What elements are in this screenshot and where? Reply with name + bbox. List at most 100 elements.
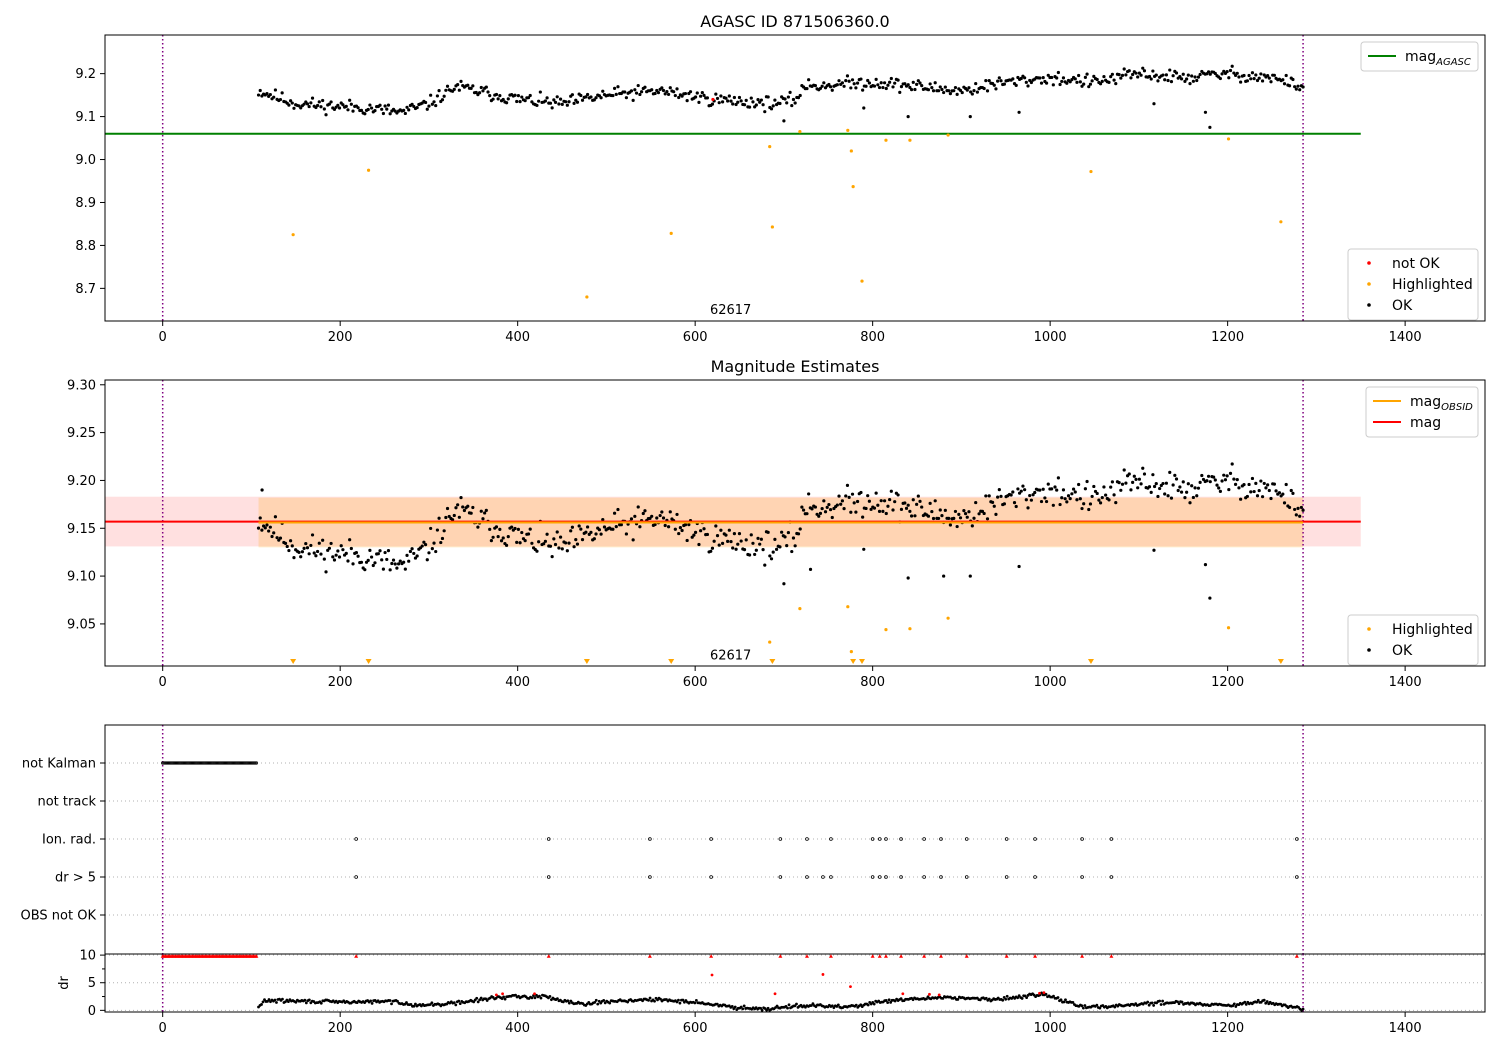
ok-point bbox=[518, 100, 522, 104]
ok-point bbox=[1016, 487, 1020, 491]
ok-point bbox=[1024, 498, 1028, 502]
ok-point bbox=[751, 100, 755, 104]
ok-point bbox=[882, 499, 887, 503]
dr-point bbox=[953, 996, 957, 999]
ok-point bbox=[1024, 80, 1028, 84]
ok-point bbox=[938, 85, 942, 89]
ok-point bbox=[1183, 495, 1187, 500]
ok-point bbox=[854, 86, 858, 90]
dr-point bbox=[287, 1000, 290, 1004]
legend-swatch-dot bbox=[1367, 282, 1371, 286]
ok-point bbox=[612, 86, 617, 90]
ok-point bbox=[744, 98, 748, 102]
ok-point bbox=[678, 525, 682, 530]
flag-point bbox=[191, 761, 196, 765]
highlighted-point bbox=[1226, 626, 1231, 630]
ok-point bbox=[260, 488, 264, 492]
panel-flags: not Kalman not track Ion. rad. dr > 5 OBS no… bbox=[21, 724, 1486, 955]
dr-points bbox=[257, 991, 1305, 1012]
ok-point bbox=[1114, 82, 1118, 86]
dr-gt-5-point bbox=[884, 875, 888, 879]
ok-point bbox=[1291, 77, 1295, 82]
flag-point bbox=[168, 761, 172, 765]
ok-point bbox=[408, 549, 413, 554]
ok-point bbox=[992, 504, 996, 508]
ok-point bbox=[1050, 75, 1054, 80]
ok-point bbox=[391, 558, 396, 562]
ok-point bbox=[992, 83, 996, 87]
ok-point bbox=[969, 90, 973, 94]
below-range-marker bbox=[1087, 659, 1094, 664]
ok-point bbox=[737, 531, 742, 536]
legend-bottom: not OK Highlighted OK bbox=[1347, 248, 1479, 321]
flag-point bbox=[216, 761, 220, 765]
ion-rad-point bbox=[964, 837, 969, 841]
flag-point bbox=[210, 761, 214, 765]
dr-point bbox=[1004, 997, 1008, 1001]
ok-point bbox=[405, 553, 409, 557]
ok-point bbox=[552, 537, 556, 541]
dr-point bbox=[887, 998, 891, 1002]
ok-point bbox=[501, 97, 505, 102]
dr-point bbox=[1158, 999, 1162, 1003]
ok-point bbox=[515, 99, 519, 104]
dr-point bbox=[653, 999, 656, 1003]
ok-point bbox=[683, 523, 688, 527]
ok-point bbox=[398, 559, 402, 563]
ok-point bbox=[1104, 493, 1108, 497]
legend-top-box bbox=[1360, 41, 1479, 72]
ok-point bbox=[1075, 498, 1079, 502]
dr-point bbox=[1234, 1005, 1238, 1008]
ok-point bbox=[1085, 479, 1089, 484]
ok-point bbox=[888, 80, 892, 84]
ok-point bbox=[412, 551, 416, 556]
flag-point bbox=[203, 761, 207, 765]
ok-point bbox=[506, 97, 510, 101]
ok-point bbox=[570, 525, 574, 529]
ok-point bbox=[1087, 507, 1091, 512]
flag-point bbox=[190, 761, 195, 765]
ok-point bbox=[334, 553, 338, 557]
ok-point bbox=[639, 90, 644, 94]
ok-point bbox=[369, 555, 374, 559]
x-tick-label: 0 bbox=[159, 675, 167, 690]
ok-point bbox=[1156, 494, 1160, 499]
ok-point bbox=[1147, 74, 1152, 79]
dr-point bbox=[1243, 1000, 1247, 1004]
flag-point bbox=[219, 761, 223, 765]
ok-point bbox=[477, 91, 482, 95]
ok-point bbox=[484, 85, 488, 89]
ok-point bbox=[535, 549, 539, 553]
ok-point bbox=[685, 98, 689, 103]
ok-point bbox=[849, 510, 853, 514]
flag-point bbox=[184, 761, 188, 765]
ok-point bbox=[1002, 502, 1006, 506]
dr-point bbox=[369, 999, 373, 1003]
highlighted-point bbox=[860, 279, 864, 283]
ok-point bbox=[1149, 490, 1153, 494]
ok-point bbox=[1073, 490, 1077, 494]
ok-point bbox=[1112, 78, 1116, 82]
ok-point bbox=[434, 549, 438, 554]
ok-point bbox=[537, 540, 541, 544]
ok-points bbox=[256, 64, 1305, 129]
ok-point bbox=[928, 501, 932, 505]
ok-point bbox=[1259, 479, 1263, 483]
ok-point bbox=[881, 85, 885, 90]
ok-point bbox=[553, 542, 558, 547]
ok-point bbox=[1119, 76, 1123, 80]
ok-point bbox=[513, 526, 517, 531]
ok-point bbox=[479, 85, 483, 90]
ok-point bbox=[538, 90, 542, 94]
ok-point bbox=[861, 515, 865, 519]
ok-point bbox=[710, 102, 715, 106]
ok-point bbox=[558, 97, 563, 101]
dr-point bbox=[787, 1003, 791, 1007]
ok-point bbox=[1264, 486, 1268, 490]
ok-point bbox=[1228, 68, 1233, 73]
ok-point bbox=[850, 492, 855, 496]
ok-point bbox=[1196, 75, 1201, 79]
flag-point bbox=[167, 761, 171, 765]
ok-point bbox=[488, 527, 492, 531]
ok-point bbox=[898, 90, 902, 94]
